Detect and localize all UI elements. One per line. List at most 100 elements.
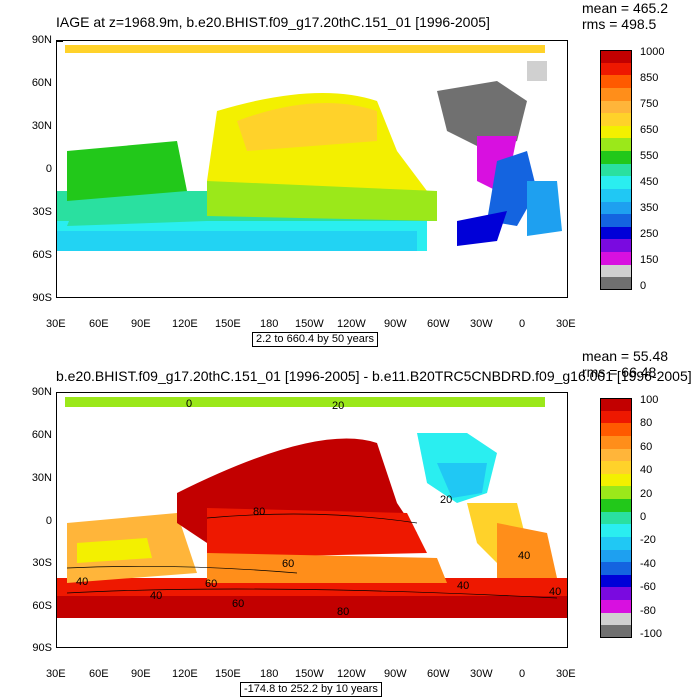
bottom-lat-0: 0 xyxy=(45,515,52,527)
colorbar-label: 550 xyxy=(640,150,659,162)
top-indian-south xyxy=(67,191,207,226)
top-lon-120e: 120E xyxy=(172,318,198,330)
colorbar-label: -40 xyxy=(640,557,656,570)
bottom-lat-90s: 90S xyxy=(32,642,52,654)
colorbar-label: -100 xyxy=(640,628,663,640)
bottom-lon-30e-right: 30E xyxy=(556,668,576,680)
top-lat-30n: 30N xyxy=(31,120,52,132)
bottom-lat-60n: 60N xyxy=(31,429,52,441)
colorbar-swatch xyxy=(600,264,632,278)
top-map-plot xyxy=(57,45,562,251)
top-lon-60e: 60E xyxy=(89,318,109,330)
top-indian-ocean xyxy=(67,141,187,201)
top-lon-180: 180 xyxy=(260,318,279,330)
top-rms: rms = 498.5 xyxy=(582,16,657,32)
colorbar-label: 750 xyxy=(640,98,659,110)
bottom-title: b.e20.BHIST.f09_g17.20thC.151_01 [1996-2… xyxy=(56,368,692,384)
colorbar-swatch xyxy=(600,151,632,164)
top-lat-90n: 90N xyxy=(31,34,52,46)
bottom-contour-label: 40 xyxy=(549,586,562,598)
bottom-contour-label: 40 xyxy=(518,550,531,562)
colorbar-label: 40 xyxy=(640,464,653,477)
top-lon-150w: 150W xyxy=(295,318,324,330)
colorbar-label: 150 xyxy=(640,254,659,266)
bottom-lon-120e: 120E xyxy=(172,668,198,680)
colorbar-label: -20 xyxy=(640,534,656,547)
bottom-contour-label: 60 xyxy=(205,578,218,590)
top-lon-90e: 90E xyxy=(131,318,151,330)
bottom-lat-60s: 60S xyxy=(32,600,52,612)
colorbar-swatch xyxy=(600,511,632,525)
colorbar-label: 350 xyxy=(640,202,659,214)
colorbar-swatch xyxy=(600,176,632,189)
colorbar-swatch xyxy=(600,100,632,114)
colorbar-label: 80 xyxy=(640,417,653,430)
colorbar-label: 0 xyxy=(640,280,647,292)
colorbar-swatch xyxy=(600,562,632,575)
colorbar-label: 850 xyxy=(640,72,659,84)
colorbar-label: 450 xyxy=(640,176,659,188)
bottom-contour-label: 40 xyxy=(150,590,163,602)
top-lon-150e: 150E xyxy=(215,318,241,330)
top-pacific-south xyxy=(207,181,437,221)
bottom-contour-label: 0 xyxy=(186,398,193,410)
colorbar-swatch xyxy=(600,461,632,474)
colorbar-swatch xyxy=(600,625,632,638)
top-lat-30s: 30S xyxy=(32,206,52,218)
bottom-south-atlantic-orange xyxy=(497,523,557,578)
colorbar-swatch xyxy=(600,499,632,512)
colorbar-swatch xyxy=(600,188,632,202)
colorbar-swatch xyxy=(600,410,632,424)
top-mean: mean = 465.2 xyxy=(582,0,669,16)
colorbar-swatch xyxy=(600,448,632,462)
colorbar-swatch xyxy=(600,536,632,550)
bottom-mean: mean = 55.48 xyxy=(582,348,669,364)
top-arctic-band xyxy=(65,45,545,53)
colorbar-swatch xyxy=(600,524,632,537)
colorbar-label: -80 xyxy=(640,604,656,617)
bottom-contour-label: 20 xyxy=(332,400,345,412)
bottom-lon-30e: 30E xyxy=(46,668,66,680)
colorbar-swatch xyxy=(600,423,632,436)
bottom-lat-30s: 30S xyxy=(32,557,52,569)
bottom-lon-150e: 150E xyxy=(215,668,241,680)
bottom-contour-1 xyxy=(66,588,558,599)
colorbar-label: 60 xyxy=(640,440,653,453)
colorbar-swatch xyxy=(600,239,632,253)
colorbar-swatch xyxy=(600,549,632,563)
colorbar-swatch xyxy=(600,574,632,588)
colorbar-swatch xyxy=(600,486,632,500)
colorbar-swatch xyxy=(600,214,632,227)
top-north-atlantic-gray xyxy=(437,81,527,151)
bottom-pacific-south xyxy=(207,553,447,583)
top-lon-90w: 90W xyxy=(384,318,407,330)
colorbar-swatch xyxy=(600,277,632,290)
bottom-lon-120w: 120W xyxy=(337,668,366,680)
bottom-lon-180: 180 xyxy=(260,668,279,680)
colorbar-label: 0 xyxy=(640,511,647,523)
colorbar-label: 20 xyxy=(640,487,653,500)
top-south-band-2 xyxy=(57,231,417,251)
bottom-lon-60w: 60W xyxy=(427,668,450,680)
colorbar-swatch xyxy=(600,600,632,613)
colorbar-swatch xyxy=(600,587,632,601)
bottom-contour-label: 20 xyxy=(440,494,453,506)
tick xyxy=(57,41,63,42)
colorbar-label: 100 xyxy=(640,394,659,406)
top-lat-60n: 60N xyxy=(31,77,52,89)
top-lon-120w: 120W xyxy=(337,318,366,330)
bottom-lon-30w: 30W xyxy=(470,668,493,680)
bottom-contour-2 xyxy=(206,513,418,524)
bottom-lon-0: 0 xyxy=(519,668,526,680)
top-lat-60s: 60S xyxy=(32,249,52,261)
colorbar-swatch xyxy=(600,62,632,76)
colorbar-swatch xyxy=(600,50,632,63)
bottom-rms: rms = 66.48 xyxy=(582,364,657,380)
colorbar-swatch xyxy=(600,87,632,101)
colorbar-swatch xyxy=(600,138,632,152)
bottom-contour-3 xyxy=(66,565,298,574)
colorbar-swatch xyxy=(600,125,632,139)
bottom-lon-60e: 60E xyxy=(89,668,109,680)
top-colorbar: 1000 850 750 650 550 450 350 250 150 0 xyxy=(600,46,670,292)
bottom-contour-label: 60 xyxy=(282,558,295,570)
